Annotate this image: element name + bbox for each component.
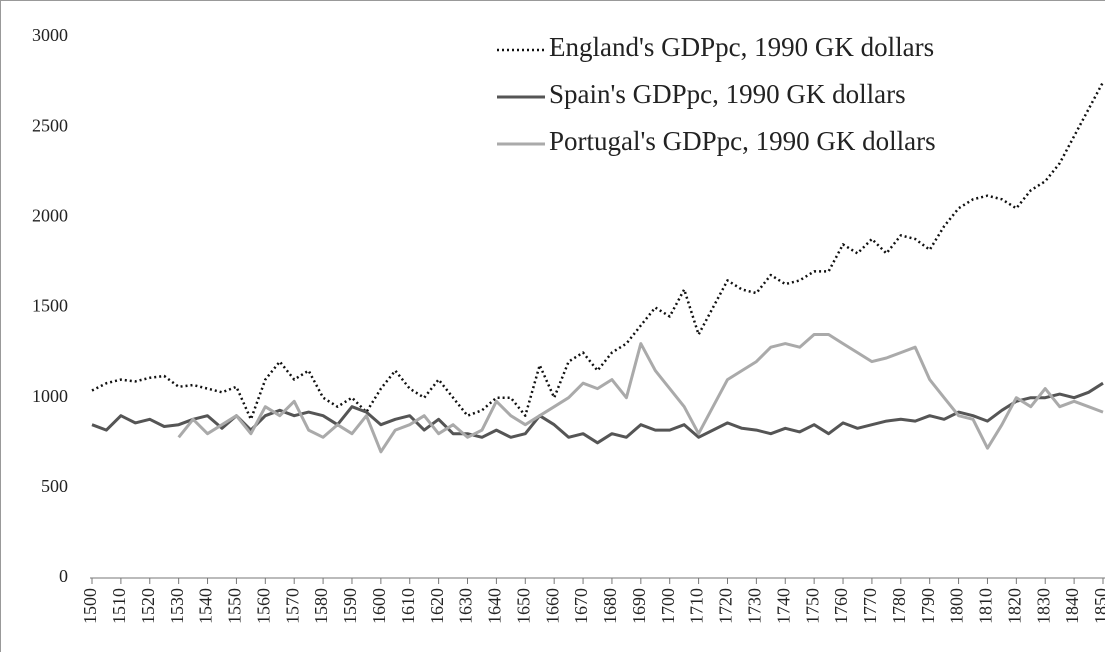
series-line	[91, 81, 1105, 421]
legend-label: Portugal's GDPpc, 1990 GK dollars	[549, 126, 936, 156]
x-tick-label: 1690	[629, 588, 649, 624]
x-tick-label: 1560	[253, 588, 273, 624]
x-tick-label: 1670	[571, 588, 591, 624]
x-tick-label: 1610	[398, 588, 418, 624]
x-tick-label: 1800	[947, 588, 967, 624]
x-tick-label: 1730	[744, 588, 764, 624]
x-tick-label: 1680	[600, 588, 620, 624]
x-tick-label: 1520	[138, 588, 158, 624]
y-tick-label: 0	[59, 566, 68, 586]
x-tick-label: 1550	[225, 588, 245, 624]
x-tick-label: 1700	[658, 588, 678, 624]
y-tick-label: 2500	[32, 115, 68, 135]
x-tick-label: 1650	[513, 588, 533, 624]
x-tick-label: 1600	[369, 588, 389, 624]
x-tick-label: 1710	[687, 588, 707, 624]
x-tick-label: 1590	[340, 588, 360, 624]
y-tick-label: 3000	[32, 25, 68, 45]
x-tick-label: 1850	[1091, 588, 1105, 624]
x-tick-label: 1840	[1062, 588, 1082, 624]
x-tick-label: 1790	[918, 588, 938, 624]
x-tick-label: 1760	[831, 588, 851, 624]
x-tick-label: 1750	[802, 588, 822, 624]
x-tick-label: 1620	[427, 588, 447, 624]
x-tick-label: 1540	[196, 588, 216, 624]
series-line	[91, 381, 1104, 445]
x-tick-label: 1770	[860, 588, 880, 624]
x-tick-label: 1780	[889, 588, 909, 624]
x-tick-label: 1530	[167, 588, 187, 624]
x-tick-label: 1510	[109, 588, 129, 624]
x-tick-label: 1810	[976, 588, 996, 624]
y-tick-label: 1500	[32, 296, 68, 316]
x-tick-label: 1660	[542, 588, 562, 624]
x-tick-label: 1580	[311, 588, 331, 624]
x-tick-label: 1570	[282, 588, 302, 624]
series-line	[177, 333, 1104, 454]
y-tick-label: 2000	[32, 205, 68, 225]
x-tick-label: 1820	[1004, 588, 1024, 624]
x-tick-label: 1720	[716, 588, 736, 624]
x-tick-label: 1640	[485, 588, 505, 624]
x-tick-label: 1630	[456, 588, 476, 624]
y-tick-label: 1000	[32, 386, 68, 406]
x-tick-label: 1830	[1033, 588, 1053, 624]
x-tick-label: 1740	[773, 588, 793, 624]
x-tick-label: 1500	[80, 588, 100, 624]
y-tick-label: 500	[41, 476, 68, 496]
legend-label: England's GDPpc, 1990 GK dollars	[549, 32, 934, 62]
legend-label: Spain's GDPpc, 1990 GK dollars	[549, 79, 906, 109]
